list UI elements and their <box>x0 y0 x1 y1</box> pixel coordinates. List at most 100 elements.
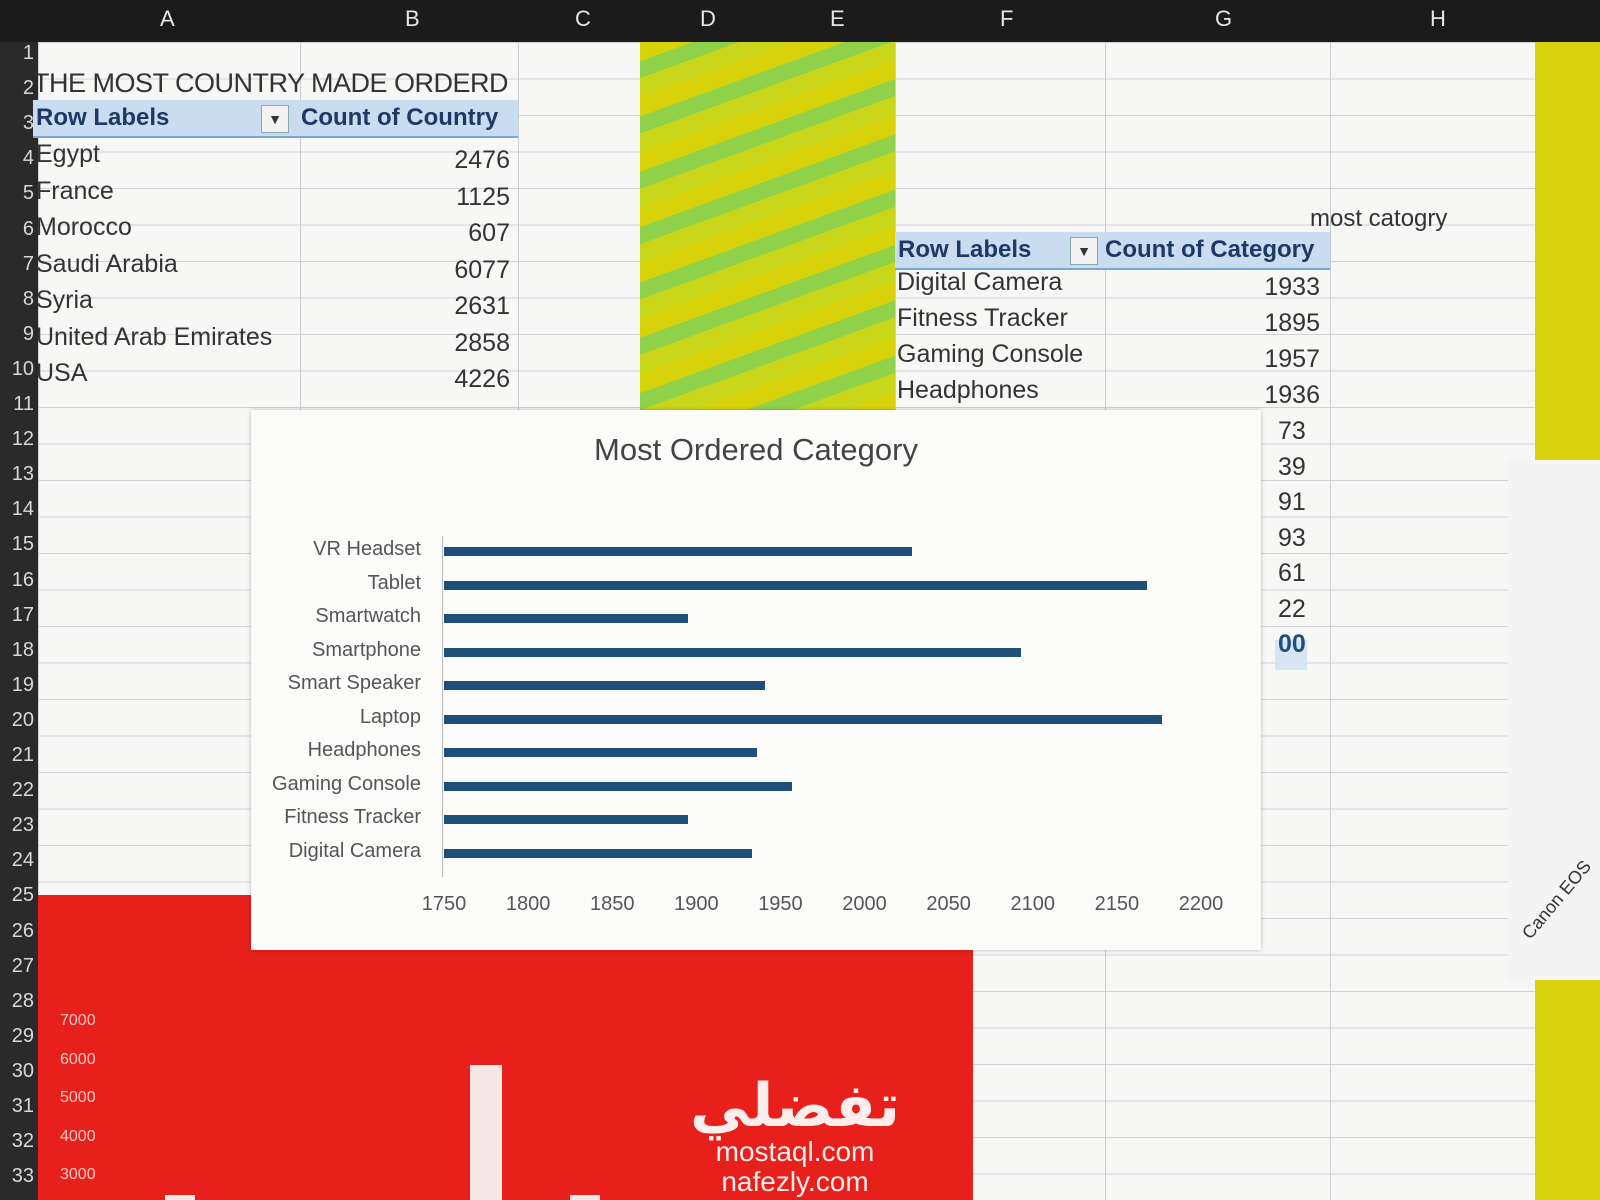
category-row-label[interactable]: Fitness Tracker <box>897 304 1068 332</box>
row-header[interactable]: 28 <box>11 989 34 1012</box>
chart-bar[interactable] <box>444 681 766 690</box>
chart-x-tick: 2150 <box>1094 893 1140 915</box>
country-pivot-title: THE MOST COUNTRY MADE ORDERD <box>33 68 509 98</box>
row-header[interactable]: 2 <box>22 77 34 100</box>
chart-x-tick: 1850 <box>589 893 635 915</box>
country-row-value[interactable]: 2476 <box>454 146 510 174</box>
chart-x-tick: 1800 <box>505 893 551 915</box>
row-header[interactable]: 26 <box>11 919 34 942</box>
row-header[interactable]: 24 <box>11 849 34 872</box>
chart-category-label: Digital Camera <box>288 839 421 862</box>
category-value-header: Count of Category <box>1105 236 1315 263</box>
watermark-arabic: تفضلي <box>690 1071 901 1141</box>
category-row-value-partial[interactable]: 61 <box>1278 559 1306 587</box>
category-row-value[interactable]: 1957 <box>1264 345 1320 373</box>
chart-x-tick: 2000 <box>842 893 887 915</box>
row-header[interactable]: 7 <box>22 252 34 275</box>
row-header[interactable]: 12 <box>11 428 34 451</box>
column-header-d[interactable]: D <box>700 6 716 31</box>
row-header[interactable]: 11 <box>13 393 34 415</box>
row-header[interactable]: 23 <box>11 814 34 837</box>
country-row-value[interactable]: 2631 <box>454 292 510 320</box>
chart-category-label: Headphones <box>307 739 421 761</box>
row-header[interactable]: 1 <box>22 42 34 64</box>
country-row-label[interactable]: Egypt <box>36 140 100 168</box>
row-header[interactable]: 8 <box>22 287 34 310</box>
row-header[interactable]: 3 <box>22 112 34 135</box>
side-chart-card[interactable] <box>1508 460 1600 980</box>
row-header[interactable]: 30 <box>11 1059 34 1082</box>
country-row-value[interactable]: 1125 <box>456 182 510 211</box>
column-header-b[interactable]: B <box>405 6 420 31</box>
row-header[interactable]: 25 <box>11 884 34 907</box>
row-header[interactable]: 13 <box>11 463 34 486</box>
country-row-value[interactable]: 2858 <box>454 328 510 357</box>
filter-dropdown-icon[interactable]: ▼ <box>1070 237 1098 265</box>
country-row-value[interactable]: 4226 <box>454 365 510 393</box>
column-header-a[interactable]: A <box>160 6 175 31</box>
row-header[interactable]: 14 <box>11 498 34 521</box>
chart-category-label: Laptop <box>359 705 421 728</box>
column-header-c[interactable]: C <box>575 6 591 31</box>
category-row-value-partial[interactable]: 73 <box>1278 417 1306 445</box>
category-row-value-partial[interactable]: 22 <box>1278 594 1306 623</box>
chart-x-tick: 2050 <box>926 893 971 915</box>
row-header[interactable]: 32 <box>11 1130 34 1153</box>
category-row-label[interactable]: Headphones <box>897 376 1039 404</box>
chart-bar[interactable] <box>444 580 1148 590</box>
category-row-value[interactable]: 1936 <box>1264 381 1320 409</box>
row-header[interactable]: 6 <box>22 217 34 240</box>
chart-bar[interactable] <box>444 647 1021 657</box>
selected-cell[interactable] <box>1275 640 1307 670</box>
row-header[interactable]: 5 <box>22 182 34 205</box>
row-header[interactable]: 4 <box>22 147 34 170</box>
column-header-h[interactable]: H <box>1430 6 1446 31</box>
row-header[interactable]: 9 <box>22 322 34 345</box>
row-header[interactable]: 19 <box>11 673 34 696</box>
category-row-value[interactable]: 1933 <box>1264 273 1320 301</box>
most-ordered-category-chart[interactable]: Most Ordered Category VR Headset Tablet Sm… <box>251 410 1261 950</box>
column-header-f[interactable]: F <box>1000 6 1014 31</box>
watermark: تفضلي mostaql.com nafezly.com <box>690 1075 900 1197</box>
chart-bar[interactable] <box>444 547 912 556</box>
row-header[interactable]: 22 <box>11 779 34 802</box>
category-row-value-partial[interactable]: 93 <box>1278 523 1306 552</box>
chart-bar[interactable] <box>444 714 1163 724</box>
country-row-label[interactable]: Morocco <box>36 213 132 241</box>
country-row-label[interactable]: United Arab Emirates <box>36 322 273 351</box>
country-row-label[interactable]: Syria <box>36 286 93 314</box>
filter-dropdown-icon[interactable]: ▼ <box>261 105 289 133</box>
row-header[interactable]: 10 <box>11 357 34 380</box>
chart-bar[interactable] <box>444 815 688 824</box>
row-header[interactable]: 31 <box>11 1095 34 1117</box>
row-header[interactable]: 27 <box>11 954 34 977</box>
country-row-label[interactable]: France <box>36 176 114 205</box>
column-header-e[interactable]: E <box>830 6 845 31</box>
category-row-value[interactable]: 1895 <box>1264 309 1320 337</box>
row-header[interactable]: 20 <box>11 708 34 731</box>
category-row-labels-header: Row Labels <box>898 236 1032 263</box>
row-header[interactable]: 21 <box>11 744 34 766</box>
column-header-g[interactable]: G <box>1215 6 1233 31</box>
category-row-label[interactable]: Gaming Console <box>897 340 1084 368</box>
country-row-value[interactable]: 607 <box>468 219 510 247</box>
country-row-value[interactable]: 6077 <box>454 255 510 284</box>
chart-category-label: Tablet <box>367 571 421 594</box>
category-row-label[interactable]: Digital Camera <box>897 268 1063 296</box>
chart-bar[interactable] <box>444 848 752 858</box>
category-row-value-partial[interactable]: 00 <box>1278 630 1306 658</box>
row-header[interactable]: 15 <box>11 533 34 556</box>
category-row-value-partial[interactable]: 39 <box>1278 452 1306 481</box>
chart-bar[interactable] <box>444 748 757 757</box>
row-header[interactable]: 16 <box>11 568 34 591</box>
row-header[interactable]: 29 <box>11 1024 34 1047</box>
chart-category-label: Fitness Tracker <box>284 806 421 828</box>
chart-bar[interactable] <box>444 614 688 623</box>
row-header[interactable]: 18 <box>11 638 34 661</box>
country-row-label[interactable]: USA <box>36 359 88 387</box>
chart-bar[interactable] <box>444 781 793 791</box>
country-row-label[interactable]: Saudi Arabia <box>36 249 178 278</box>
category-row-value-partial[interactable]: 91 <box>1278 488 1306 516</box>
row-header[interactable]: 33 <box>11 1165 34 1188</box>
row-header[interactable]: 17 <box>11 603 34 626</box>
